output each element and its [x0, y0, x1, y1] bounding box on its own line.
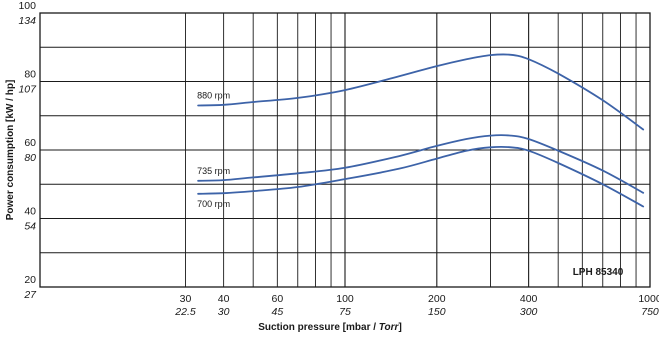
x-tick-label: 400 [520, 293, 538, 305]
x-tick-label-alt: 22.5 [174, 306, 196, 318]
x-tick-label-alt: 150 [428, 306, 446, 318]
y-tick-label: 80 [24, 69, 36, 81]
x-axis-title-main: Suction pressure [mbar / [258, 322, 379, 333]
x-axis-title: Suction pressure [mbar / Torr] [258, 322, 402, 333]
x-axis-title-alt-unit: Torr [379, 322, 400, 333]
model-label: LPH 85340 [573, 267, 624, 278]
tick-labels: 3022.54030604510075200150400300100075020… [18, 0, 659, 318]
y-tick-label-alt: 134 [18, 15, 36, 27]
y-tick-label-alt: 107 [18, 84, 37, 96]
x-tick-label-alt: 75 [339, 306, 351, 318]
y-tick-label: 20 [24, 274, 36, 286]
series-line-700-rpm [197, 145, 645, 208]
series-line-735-rpm [197, 134, 645, 194]
plot-frame [39, 12, 651, 288]
series-lines [197, 53, 645, 208]
y-tick-label-alt: 54 [24, 221, 36, 233]
x-tick-label-alt: 300 [520, 306, 538, 318]
y-tick-label: 40 [24, 206, 36, 218]
x-tick-label: 200 [428, 293, 446, 305]
x-tick-label: 40 [218, 293, 230, 305]
series-label-735-rpm: 735 rpm [197, 166, 230, 176]
series-line-880-rpm [197, 53, 645, 131]
y-tick-label: 60 [24, 137, 36, 149]
y-tick-label-alt: 80 [24, 152, 36, 164]
y-tick-label-alt: 27 [23, 289, 37, 301]
y-tick-label: 100 [18, 0, 36, 12]
series-labels: 880 rpm 735 rpm 700 rpm [197, 90, 230, 208]
x-tick-label-alt: 30 [218, 306, 230, 318]
x-tick-label-alt: 45 [271, 306, 283, 318]
x-tick-label-alt: 750 [641, 306, 659, 318]
x-tick-label: 60 [271, 293, 283, 305]
grid [40, 13, 650, 287]
x-tick-label: 30 [180, 293, 192, 305]
series-label-700-rpm: 700 rpm [197, 199, 230, 209]
series-label-880-rpm: 880 rpm [197, 90, 230, 100]
x-tick-label: 1000 [638, 293, 659, 305]
x-axis-title-close: ] [398, 322, 401, 333]
x-tick-label: 100 [336, 293, 354, 305]
y-axis-title: Power consumption [kW / hp] [5, 80, 16, 221]
